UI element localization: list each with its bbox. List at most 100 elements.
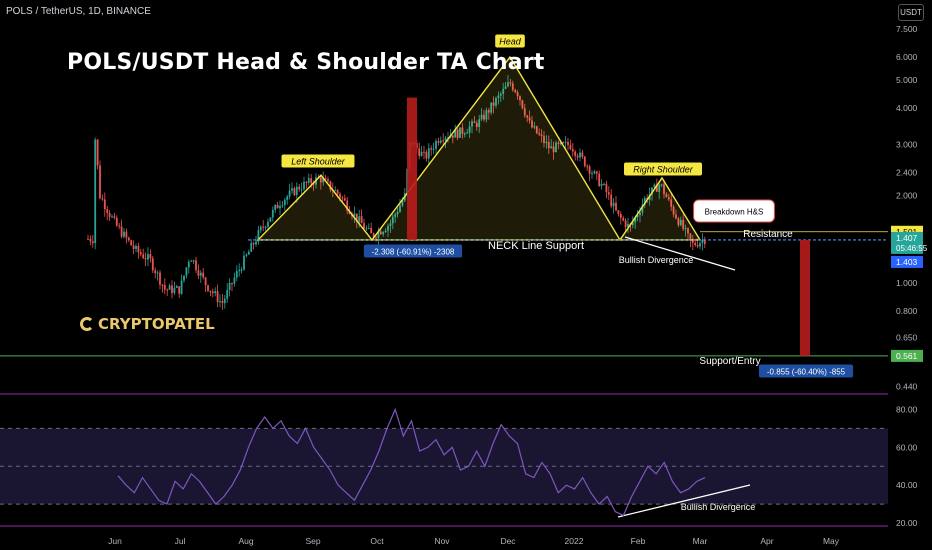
candle-body: [574, 151, 577, 156]
candle-body: [142, 254, 145, 259]
measure-left-bar: [407, 97, 417, 240]
candle-body: [343, 198, 346, 201]
candle-body: [262, 226, 265, 228]
candle-body: [427, 148, 430, 159]
candle-body: [223, 298, 226, 304]
resistance-label: Resistance: [743, 229, 793, 240]
chart-title: POLS/USDT Head & Shoulder TA Chart: [67, 50, 545, 75]
candle-body: [694, 242, 697, 246]
candle-body: [603, 183, 605, 185]
candle-body: [442, 140, 445, 142]
candle-body: [99, 165, 101, 199]
support-price-tag: 0.561: [896, 351, 918, 361]
candle-body: [567, 141, 569, 146]
price-axis-tick: 1.000: [896, 278, 918, 288]
candle-body: [485, 110, 488, 120]
candle-body: [699, 242, 701, 247]
candle-body: [281, 205, 284, 207]
candle-body: [298, 186, 301, 190]
candle-body: [144, 258, 147, 260]
candle-body: [255, 241, 257, 245]
candle-body: [418, 148, 421, 156]
candle-body: [372, 233, 375, 238]
candle-body: [571, 149, 574, 152]
candle-body: [564, 141, 567, 143]
candle-body: [274, 204, 277, 210]
price-divergence-line: [624, 236, 736, 271]
candle-body: [365, 228, 368, 230]
candle-body: [228, 283, 231, 290]
candle-body: [341, 197, 344, 199]
candle-body: [627, 223, 629, 228]
candle-body: [605, 183, 608, 193]
candle-body: [219, 301, 221, 303]
candle-body: [355, 213, 358, 222]
cryptopatel-logo: CRYPTOPATEL: [80, 315, 215, 333]
symbol-header[interactable]: POLS / TetherUS, 1D, BINANCE: [6, 6, 151, 17]
candle-body: [360, 216, 363, 224]
candle-body: [523, 108, 526, 116]
candle-body: [295, 186, 298, 196]
candle-body: [591, 173, 593, 175]
candle-body: [123, 231, 125, 237]
bullish-divergence-price-label: Bullish Divergence: [619, 255, 694, 265]
candle-body: [540, 134, 543, 136]
candle-body: [670, 199, 673, 207]
candle-body: [319, 177, 322, 183]
candle-body: [226, 289, 229, 299]
candle-body: [552, 146, 555, 153]
candle-body: [432, 148, 435, 150]
candle-body: [531, 120, 533, 128]
currency-badge[interactable]: USDT: [898, 4, 924, 21]
candle-body: [245, 254, 248, 256]
candle-body: [115, 217, 118, 226]
candle-body: [231, 283, 233, 285]
candle-body: [480, 114, 483, 120]
candle-body: [535, 126, 538, 134]
head-label-bg: [495, 34, 525, 48]
candle-body: [391, 216, 394, 224]
candle-body: [579, 152, 581, 158]
candle-body: [679, 219, 682, 226]
candle-body: [171, 285, 173, 294]
candle-body: [384, 230, 387, 233]
candle-body: [703, 239, 706, 244]
candle-body: [156, 272, 159, 274]
candle-body: [576, 155, 579, 158]
candle-body: [687, 228, 689, 234]
price-axis-tick: 7.500: [896, 24, 918, 34]
logo-c-icon: [80, 317, 94, 331]
low-price-tag-bg: [891, 255, 923, 268]
low-price-tag: 1.403: [896, 257, 918, 267]
candle-body: [147, 254, 149, 260]
candle-body: [559, 142, 562, 145]
x-axis-tick: Jun: [108, 536, 122, 546]
candle-body: [425, 151, 428, 159]
candle-body: [634, 217, 637, 223]
candle-body: [211, 291, 214, 294]
candle-body: [288, 190, 291, 197]
candle-body: [190, 260, 193, 262]
x-axis-tick: 2022: [565, 536, 584, 546]
candle-body: [252, 243, 255, 245]
candle-body: [279, 205, 281, 209]
candle-body: [161, 284, 164, 286]
candle-body: [137, 246, 140, 253]
candle-body: [221, 301, 224, 304]
right-shoulder-label: Right Shoulder: [633, 165, 694, 175]
candle-body: [612, 202, 615, 207]
x-axis-tick: May: [823, 536, 840, 546]
candle-body: [118, 225, 121, 227]
right-shoulder-triangle: [618, 176, 702, 241]
rsi-axis-tick: 60.00: [896, 442, 918, 452]
candle-body: [168, 285, 171, 290]
candle-body: [250, 243, 253, 252]
rsi-divergence-line: [617, 484, 751, 518]
x-axis-tick: Dec: [500, 536, 516, 546]
candle-body: [238, 269, 241, 272]
candle-body: [233, 277, 236, 284]
candle-body: [701, 239, 704, 243]
candle-body: [588, 166, 591, 174]
candle-body: [276, 204, 279, 209]
candle-body: [101, 198, 104, 200]
